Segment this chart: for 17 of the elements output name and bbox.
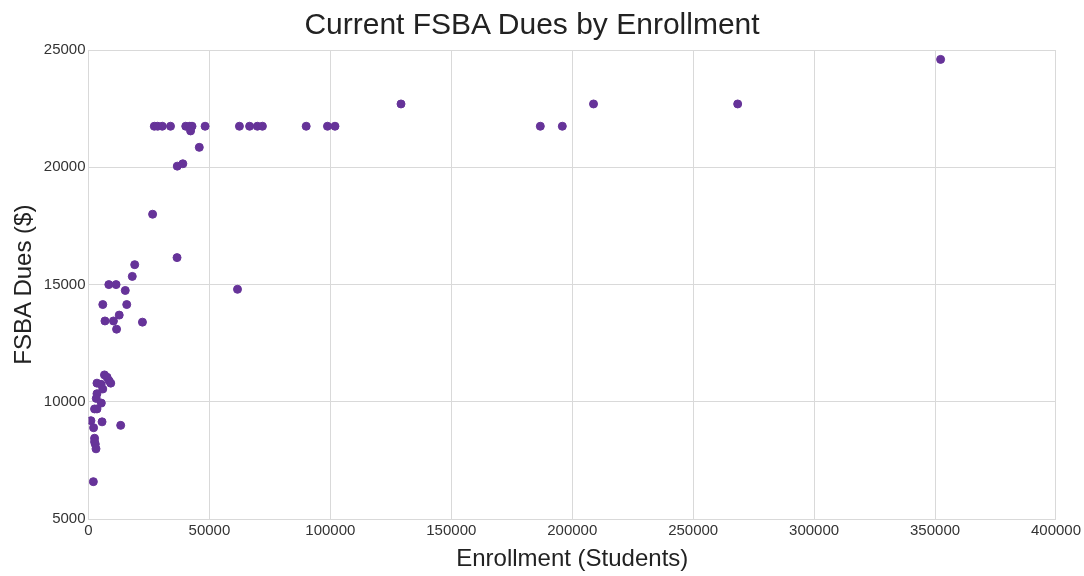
x-tick-label: 50000 — [188, 521, 231, 539]
y-tick-label: 10000 — [43, 392, 86, 410]
x-tick-label: 200000 — [547, 521, 598, 539]
y-tick-label: 20000 — [43, 157, 86, 175]
y-tick-label: 5000 — [52, 509, 86, 527]
x-tick-label: 150000 — [426, 521, 477, 539]
y-tick-label: 15000 — [43, 274, 86, 292]
x-tick-label: 250000 — [668, 521, 719, 539]
x-tick-label: 300000 — [789, 521, 840, 539]
y-tick-label: 25000 — [43, 40, 86, 58]
x-tick-label: 400000 — [1030, 521, 1081, 539]
x-tick-label: 0 — [84, 521, 93, 539]
x-tick-label: 350000 — [910, 521, 961, 539]
x-axis-title: Enrollment (Students) — [456, 544, 689, 572]
x-tick-label: 100000 — [305, 521, 356, 539]
chart-title: Current FSBA Dues by Enrollment — [304, 7, 761, 41]
y-axis-title: FSBA Dues ($) — [9, 204, 37, 365]
